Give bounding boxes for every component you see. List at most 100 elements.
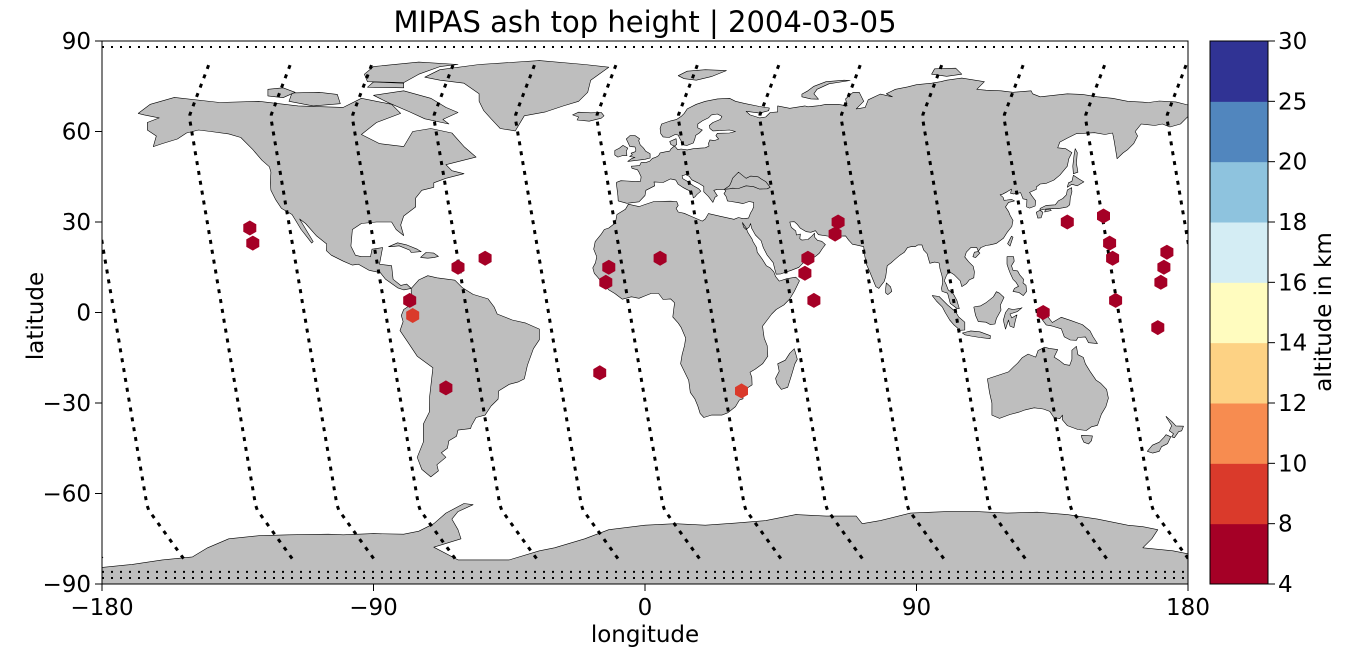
- ash-point-13: [798, 265, 812, 281]
- land-taiwan: [1007, 235, 1014, 247]
- orbit-track-9: [921, 64, 1028, 561]
- x-tick-label-4: 180: [1166, 595, 1210, 621]
- ash-point-2: [403, 292, 417, 308]
- colorbar-label: altitude in km: [1311, 232, 1337, 392]
- land-banks: [267, 87, 296, 98]
- land-britain: [626, 135, 651, 162]
- orbit-track-3: [432, 64, 539, 561]
- ash-point-22: [1109, 292, 1123, 308]
- orbit-track-2: [351, 64, 458, 561]
- colorbar-tick-label-9: 30: [1278, 29, 1307, 55]
- land-australia: [987, 346, 1109, 431]
- land-greenland: [424, 60, 610, 132]
- land-north-america: [137, 97, 477, 291]
- orbit-track-8: [839, 64, 946, 561]
- ash-point-21: [1106, 250, 1120, 266]
- land-honshu: [1039, 187, 1073, 211]
- map-title: MIPAS ash top height | 2004-03-05: [393, 5, 896, 39]
- orbit-track-0: [188, 64, 295, 561]
- land-ireland: [614, 145, 629, 158]
- colorbar-segment-5: [1210, 222, 1268, 283]
- colorbar-tick-label-3: 12: [1278, 391, 1307, 417]
- land-ellesmere: [364, 61, 459, 83]
- land-tasmania: [1081, 435, 1093, 445]
- y-axis-ticks: −90 −60 −30 0 30 60 90: [42, 29, 102, 598]
- ash-point-19: [1097, 208, 1110, 224]
- colorbar-tick-label-1: 8: [1278, 512, 1293, 538]
- land-madagascar: [775, 348, 798, 390]
- colorbar-frame: [1209, 40, 1269, 585]
- x-tick-label-0: −180: [70, 595, 133, 621]
- land-south-america: [399, 275, 540, 478]
- land-sulawesi: [1003, 307, 1023, 330]
- ash-point-3: [406, 308, 420, 323]
- ash-point-0: [243, 220, 257, 236]
- y-tick-label-0: −90: [42, 572, 91, 598]
- ash-point-5: [478, 250, 492, 266]
- orbit-tracks-layer: [102, 46, 1188, 579]
- colorbar-tick-label-8: 25: [1278, 89, 1307, 115]
- y-tick-label-6: 90: [62, 29, 91, 55]
- land-kyushu: [1036, 209, 1044, 219]
- ash-point-11: [735, 383, 748, 399]
- colorbar-segment-7: [1210, 101, 1268, 163]
- plot-area: [102, 41, 1188, 584]
- colorbar-tick-label-6: 18: [1278, 210, 1307, 236]
- y-tick-label-5: 60: [62, 120, 91, 146]
- ash-point-4: [451, 259, 465, 275]
- ash-point-25: [1157, 259, 1171, 275]
- land-sakhalin: [1072, 148, 1079, 174]
- colorbar-segment-1: [1210, 463, 1268, 525]
- land-philippines: [1006, 256, 1027, 296]
- y-tick-label-1: −60: [42, 482, 91, 508]
- land-java: [962, 330, 991, 339]
- land-eurasia: [592, 77, 1188, 418]
- ash-point-20: [1103, 235, 1117, 251]
- ash-point-26: [1160, 244, 1174, 260]
- x-tick-label-2: 0: [638, 595, 653, 621]
- ash-point-10: [653, 250, 667, 266]
- colorbar-tick-label-0: 4: [1278, 572, 1293, 598]
- land-hokkaido: [1067, 174, 1085, 188]
- ash-point-1: [246, 235, 260, 251]
- colorbar-segment-3: [1210, 342, 1268, 404]
- land-devon: [367, 81, 404, 89]
- colorbar-segment-4: [1210, 282, 1268, 344]
- orbit-track-12-wrap: [102, 232, 186, 561]
- y-tick-label-3: 0: [76, 301, 91, 327]
- colorbar: 4 8 10 12 14 16 18 20 25 30: [1209, 29, 1307, 598]
- land-novaya-zemlya: [801, 79, 851, 100]
- land-severnaya-zemlya: [931, 67, 963, 77]
- colorbar-segment-0: [1210, 523, 1268, 585]
- x-tick-label-3: 90: [902, 595, 931, 621]
- x-axis-ticks: −180 −90 0 90 180: [70, 584, 1210, 621]
- orbit-track-6: [676, 64, 784, 561]
- land-nz-north: [1165, 416, 1184, 438]
- colorbar-segment-8: [1210, 41, 1268, 102]
- ash-point-18: [1060, 214, 1074, 230]
- orbit-track-1: [269, 64, 376, 561]
- ash-point-15: [831, 214, 845, 230]
- colorbar-segment-6: [1210, 161, 1268, 223]
- land-baffin: [373, 90, 459, 125]
- ash-point-8: [602, 259, 616, 275]
- ash-point-24: [1154, 274, 1168, 290]
- colorbar-tick-label-5: 16: [1278, 270, 1307, 296]
- orbit-track-7: [758, 64, 865, 561]
- ash-point-14: [807, 292, 821, 308]
- y-tick-label-4: 30: [62, 210, 91, 236]
- land-antarctica: [102, 503, 1188, 584]
- ash-point-6: [439, 380, 453, 396]
- land-layer: [102, 60, 1188, 584]
- ash-point-12: [801, 250, 815, 266]
- colorbar-tick-label-2: 10: [1278, 451, 1307, 477]
- ash-point-17: [1036, 305, 1050, 320]
- ash-point-23: [1151, 320, 1165, 336]
- land-sri-lanka: [885, 282, 893, 295]
- land-shikoku: [1044, 208, 1052, 213]
- orbit-track-11: [1084, 64, 1188, 561]
- land-svalbard: [677, 69, 727, 81]
- ash-point-16: [828, 226, 842, 242]
- ash-points-layer: [243, 208, 1174, 399]
